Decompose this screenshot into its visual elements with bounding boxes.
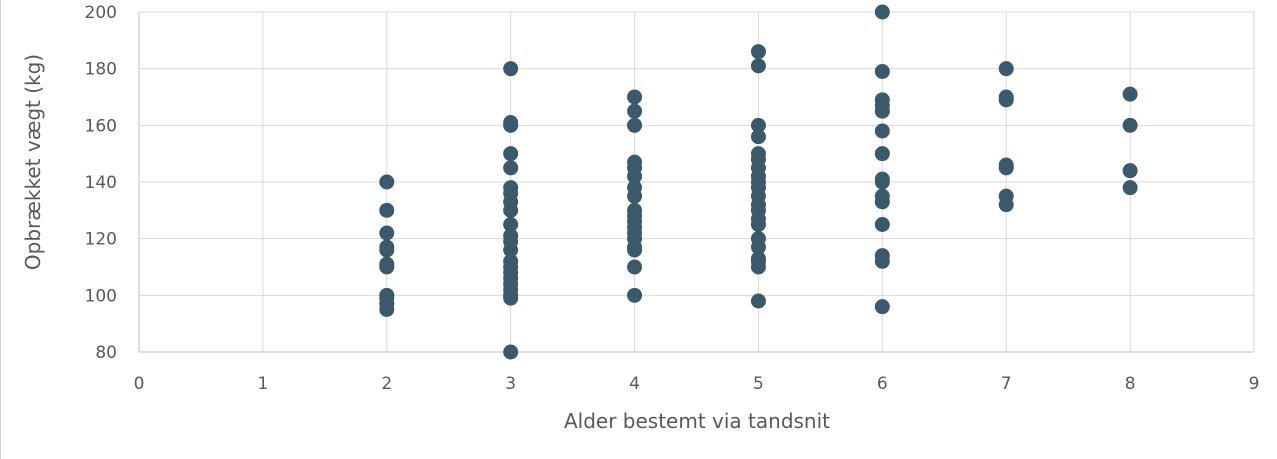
- data-point: [379, 174, 395, 190]
- data-point: [874, 64, 890, 79]
- data-point: [998, 92, 1014, 108]
- y-tick-label: 120: [85, 230, 117, 250]
- x-tick-label: 1: [257, 374, 268, 394]
- data-point: [379, 242, 395, 258]
- data-point: [998, 61, 1014, 77]
- data-point: [874, 174, 890, 190]
- data-point: [379, 202, 395, 218]
- y-tick-label: 160: [85, 116, 117, 136]
- data-point: [379, 259, 395, 275]
- x-tick-label: 3: [505, 374, 516, 394]
- data-point: [627, 259, 643, 275]
- y-tick-label: 140: [85, 173, 117, 193]
- data-point: [750, 117, 766, 133]
- data-point: [627, 168, 643, 184]
- data-point: [627, 103, 643, 119]
- tick-labels: 0 1 2 3 4 5 6 7 8 9 80 100 120 140 160 180 200: [85, 3, 1260, 394]
- data-point: [1122, 180, 1138, 196]
- data-point: [874, 123, 890, 139]
- data-point: [503, 146, 519, 162]
- left-border-line: [0, 0, 1, 459]
- data-point: [503, 160, 519, 176]
- data-point: [874, 299, 890, 315]
- data-point: [998, 197, 1014, 213]
- data-point: [627, 117, 643, 133]
- data-point: [874, 103, 890, 119]
- y-tick-label: 200: [85, 3, 117, 23]
- data-point: [998, 160, 1014, 176]
- data-point: [750, 259, 766, 275]
- y-tick-label: 80: [95, 343, 117, 363]
- data-point: [627, 188, 643, 204]
- x-tick-label: 6: [877, 374, 888, 394]
- data-point: [874, 253, 890, 269]
- data-point: [750, 44, 766, 60]
- data-point: [874, 4, 890, 20]
- data-point: [503, 217, 519, 232]
- data-point: [379, 225, 395, 241]
- data-point: [503, 290, 519, 306]
- data-point: [627, 242, 643, 258]
- data-point: [627, 89, 643, 105]
- y-axis-title: Opbrækket vægt (kg): [21, 54, 45, 270]
- data-point: [503, 61, 519, 77]
- data-point: [503, 344, 519, 360]
- data-point: [874, 217, 890, 232]
- data-point: [1122, 117, 1138, 133]
- data-point: [503, 242, 519, 258]
- x-tick-label: 7: [1001, 374, 1012, 394]
- data-point: [379, 302, 395, 317]
- x-tick-label: 8: [1125, 374, 1136, 394]
- data-point: [750, 217, 766, 232]
- x-tick-label: 0: [134, 374, 145, 394]
- x-tick-label: 2: [381, 374, 392, 394]
- data-points: [379, 4, 1138, 360]
- y-tick-label: 100: [85, 286, 117, 306]
- data-point: [1122, 86, 1138, 102]
- data-point: [750, 129, 766, 145]
- grid: [138, 11, 1255, 353]
- data-point: [750, 239, 766, 255]
- data-point: [1122, 163, 1138, 179]
- data-point: [750, 58, 766, 74]
- x-axis-title: Alder bestemt via tandsnit: [564, 409, 830, 433]
- x-tick-label: 5: [753, 374, 764, 394]
- x-tick-label: 9: [1249, 374, 1260, 394]
- y-tick-label: 180: [85, 60, 117, 80]
- data-point: [750, 293, 766, 309]
- data-point: [503, 117, 519, 133]
- data-point: [503, 202, 519, 218]
- data-point: [874, 194, 890, 210]
- x-tick-label: 4: [629, 374, 640, 394]
- data-point: [627, 287, 643, 303]
- data-point: [874, 146, 890, 162]
